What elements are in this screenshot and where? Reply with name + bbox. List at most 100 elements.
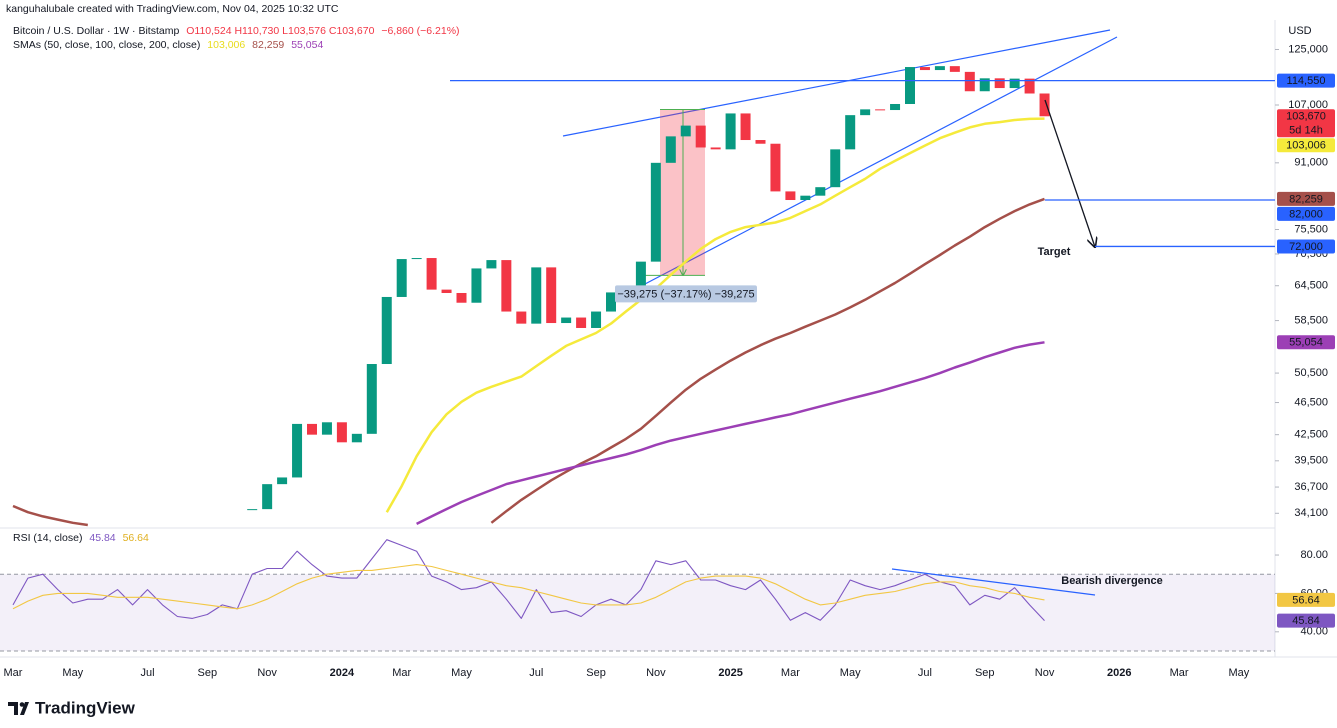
candle [1039, 93, 1050, 117]
axes: Mar May Jul Sep Nov 2024 Mar May Jul Sep Nov 2025 Ma… [4, 43, 1335, 679]
price-badge-label: 82,000 [1289, 208, 1323, 220]
candle [710, 147, 721, 150]
candle [830, 149, 841, 188]
logo-icon [8, 702, 29, 715]
candle [1024, 78, 1035, 94]
x-tick-label: Mar [4, 667, 23, 679]
divergence-line [891, 568, 1096, 596]
ohlc: O110,524 H110,730 L103,576 C103,670 [186, 25, 374, 37]
candle [277, 477, 288, 485]
candle [606, 292, 616, 312]
rsi-value: 45.84 [89, 532, 115, 544]
x-tick-label: Mar [392, 667, 411, 679]
x-tick-label: Mar [1170, 667, 1189, 679]
symbol-title: Bitcoin / U.S. Dollar · 1W · Bitstamp [13, 25, 179, 37]
x-tick-label: Sep [975, 667, 995, 679]
candle [262, 484, 273, 510]
candle [531, 267, 542, 324]
y-tick-label: 46,500 [1294, 396, 1328, 408]
price-badge [1277, 592, 1335, 607]
rsi-legend: RSI (14, close) 45.84 56.64 [13, 532, 149, 544]
x-tick-label: 2025 [718, 667, 742, 679]
symbol-legend: Bitcoin / U.S. Dollar · 1W · Bitstamp O1… [13, 25, 460, 37]
target-arrow [1044, 99, 1095, 247]
candle [875, 109, 886, 111]
y-tick-label: 125,000 [1288, 43, 1328, 55]
price-pane [12, 29, 1118, 527]
candle [860, 109, 871, 116]
measure-label-box [615, 285, 757, 303]
candle [635, 261, 646, 297]
price-badge [1277, 613, 1335, 628]
candle [486, 260, 497, 269]
rsi-band [0, 574, 1275, 651]
logo-icon [19, 702, 25, 707]
y-tick-label: 39,500 [1294, 455, 1328, 467]
candle [770, 143, 781, 192]
candle [441, 289, 452, 293]
candle [516, 311, 527, 324]
currency: USD [1288, 25, 1311, 37]
x-tick-label: Nov [257, 667, 277, 679]
x-tick-label: Jul [141, 667, 155, 679]
candle [680, 125, 691, 137]
y-tick-label: 34,100 [1294, 507, 1328, 519]
sma-line [12, 197, 1045, 527]
annotation: Bearish divergence [1061, 575, 1163, 587]
candle [292, 423, 303, 478]
candle [919, 67, 930, 71]
candle [396, 259, 407, 297]
price-badge-label: 55,054 [1289, 337, 1323, 349]
y-tick-label: 107,000 [1288, 99, 1328, 111]
candle [979, 78, 990, 92]
candle [905, 67, 915, 104]
change: −6,860 (−6.21%) [381, 25, 459, 37]
y-tick-label: 50,500 [1294, 367, 1328, 379]
rsi-title: RSI (14, close) [13, 532, 82, 544]
sma-title: SMAs (50, close, 100, close, 200, close) [13, 39, 200, 51]
rsi-pane [0, 539, 1275, 652]
candle [501, 260, 512, 312]
price-badge [1277, 109, 1335, 138]
price-badge [1277, 335, 1335, 350]
drawings: −39,275 (−37.17%) −39,275 Target Bearish d… [450, 80, 1275, 596]
y-tick-label: 91,000 [1294, 157, 1328, 169]
wedge-lower [644, 36, 1118, 285]
candle [546, 267, 557, 324]
candle [845, 115, 856, 150]
price-badge-label: 5d 14h [1289, 125, 1323, 137]
sma-value: 82,259 [252, 39, 284, 51]
price-badge [1277, 138, 1335, 153]
price-badge-label: 72,000 [1289, 241, 1323, 253]
x-tick-label: Sep [198, 667, 218, 679]
x-tick-label: May [1229, 667, 1250, 679]
rsi-line [12, 564, 1045, 610]
y-tick-label: 58,500 [1294, 314, 1328, 326]
candle [949, 66, 960, 72]
candle [366, 364, 377, 434]
candle [381, 296, 392, 365]
x-tick-label: Jul [529, 667, 543, 679]
price-badge-label: 103,670 [1286, 111, 1326, 123]
x-tick-label: 2024 [330, 667, 355, 679]
x-tick-label: Sep [586, 667, 606, 679]
candle [351, 433, 362, 443]
x-tick-label: Mar [781, 667, 800, 679]
candle [456, 292, 467, 303]
candle [426, 258, 437, 290]
candle [650, 162, 661, 262]
x-tick-label: 2026 [1107, 667, 1131, 679]
logo-text: TradingView [35, 698, 136, 717]
candle [665, 136, 676, 163]
candle [695, 125, 706, 148]
y-tick-label: 80.00 [1300, 549, 1328, 561]
price-badge [1277, 191, 1335, 206]
annotation: Target [1038, 246, 1071, 258]
candle [576, 317, 587, 328]
candle [994, 78, 1005, 89]
y-tick-label: 75,500 [1294, 223, 1328, 235]
candle [336, 422, 347, 443]
y-tick-label: 40.00 [1300, 626, 1328, 638]
candle [591, 311, 602, 328]
